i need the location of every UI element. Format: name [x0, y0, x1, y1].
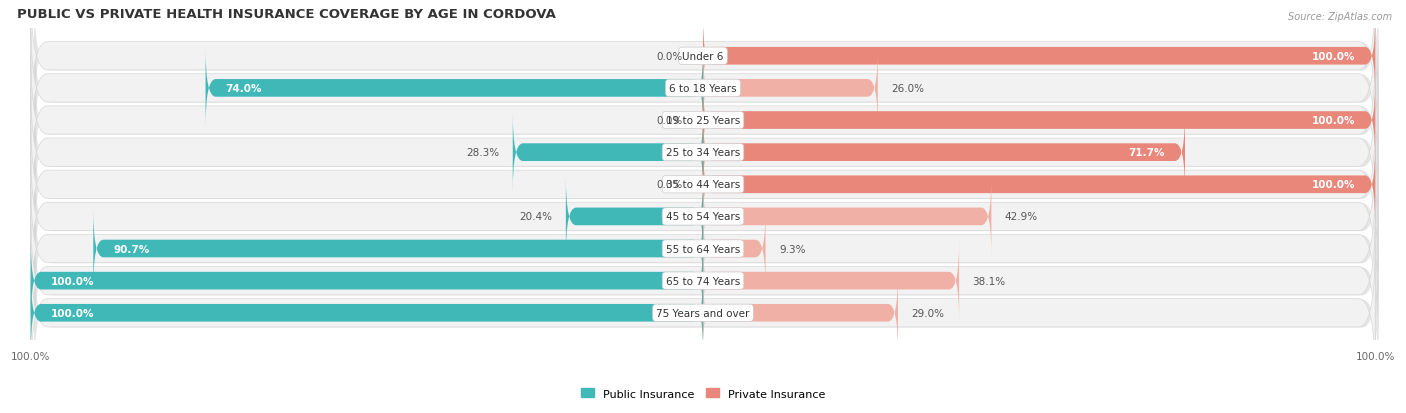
Text: 65 to 74 Years: 65 to 74 Years — [666, 276, 740, 286]
Text: Source: ZipAtlas.com: Source: ZipAtlas.com — [1288, 12, 1392, 22]
FancyBboxPatch shape — [34, 183, 1378, 316]
FancyBboxPatch shape — [34, 88, 1378, 219]
FancyBboxPatch shape — [703, 81, 1375, 160]
Text: 6 to 18 Years: 6 to 18 Years — [669, 84, 737, 94]
FancyBboxPatch shape — [93, 210, 703, 288]
Text: 74.0%: 74.0% — [226, 84, 263, 94]
FancyBboxPatch shape — [31, 0, 1375, 123]
FancyBboxPatch shape — [703, 242, 959, 320]
Text: 35 to 44 Years: 35 to 44 Years — [666, 180, 740, 190]
FancyBboxPatch shape — [703, 274, 898, 352]
Text: 0.0%: 0.0% — [657, 116, 683, 126]
Legend: Public Insurance, Private Insurance: Public Insurance, Private Insurance — [576, 384, 830, 403]
Text: 25 to 34 Years: 25 to 34 Years — [666, 148, 740, 158]
FancyBboxPatch shape — [34, 23, 1378, 155]
Text: 100.0%: 100.0% — [1312, 52, 1355, 62]
FancyBboxPatch shape — [34, 119, 1378, 252]
Text: 90.7%: 90.7% — [114, 244, 149, 254]
FancyBboxPatch shape — [703, 210, 765, 288]
Text: 71.7%: 71.7% — [1128, 148, 1164, 158]
FancyBboxPatch shape — [703, 17, 1375, 96]
FancyBboxPatch shape — [34, 55, 1378, 188]
FancyBboxPatch shape — [34, 152, 1378, 284]
FancyBboxPatch shape — [513, 114, 703, 192]
Text: 75 Years and over: 75 Years and over — [657, 308, 749, 318]
Text: 100.0%: 100.0% — [1312, 116, 1355, 126]
Text: 100.0%: 100.0% — [1312, 180, 1355, 190]
Text: 38.1%: 38.1% — [973, 276, 1005, 286]
FancyBboxPatch shape — [31, 23, 1375, 155]
Text: 0.0%: 0.0% — [657, 180, 683, 190]
Text: 55 to 64 Years: 55 to 64 Years — [666, 244, 740, 254]
FancyBboxPatch shape — [205, 50, 703, 128]
FancyBboxPatch shape — [34, 216, 1378, 348]
Text: 45 to 54 Years: 45 to 54 Years — [666, 212, 740, 222]
FancyBboxPatch shape — [31, 215, 1375, 347]
FancyBboxPatch shape — [31, 119, 1375, 251]
Text: PUBLIC VS PRIVATE HEALTH INSURANCE COVERAGE BY AGE IN CORDOVA: PUBLIC VS PRIVATE HEALTH INSURANCE COVER… — [17, 8, 557, 21]
FancyBboxPatch shape — [31, 274, 703, 352]
Text: 100.0%: 100.0% — [51, 276, 94, 286]
Text: 42.9%: 42.9% — [1005, 212, 1038, 222]
FancyBboxPatch shape — [31, 247, 1375, 379]
Text: 20.4%: 20.4% — [519, 212, 553, 222]
FancyBboxPatch shape — [703, 114, 1185, 192]
FancyBboxPatch shape — [565, 178, 703, 256]
FancyBboxPatch shape — [703, 145, 1375, 224]
FancyBboxPatch shape — [703, 50, 877, 128]
Text: 26.0%: 26.0% — [891, 84, 924, 94]
Text: 19 to 25 Years: 19 to 25 Years — [666, 116, 740, 126]
FancyBboxPatch shape — [31, 151, 1375, 283]
Text: 9.3%: 9.3% — [779, 244, 806, 254]
FancyBboxPatch shape — [31, 242, 703, 320]
FancyBboxPatch shape — [31, 55, 1375, 187]
FancyBboxPatch shape — [703, 178, 991, 256]
Text: Under 6: Under 6 — [682, 52, 724, 62]
Text: 29.0%: 29.0% — [911, 308, 945, 318]
Text: 0.0%: 0.0% — [657, 52, 683, 62]
FancyBboxPatch shape — [34, 0, 1378, 123]
Text: 28.3%: 28.3% — [467, 148, 499, 158]
FancyBboxPatch shape — [31, 183, 1375, 315]
FancyBboxPatch shape — [34, 248, 1378, 380]
FancyBboxPatch shape — [31, 87, 1375, 219]
Text: 100.0%: 100.0% — [51, 308, 94, 318]
